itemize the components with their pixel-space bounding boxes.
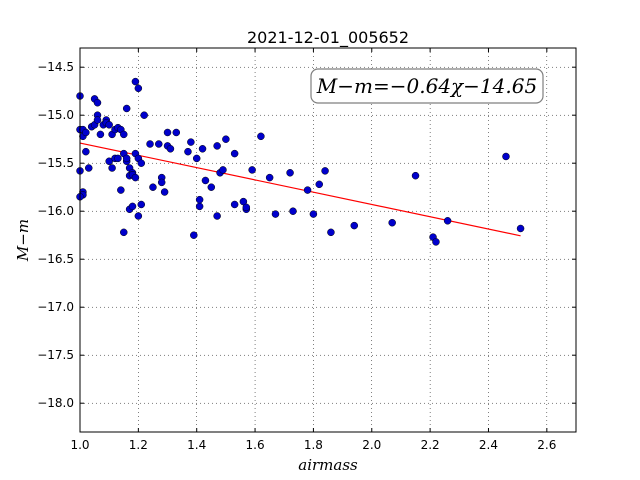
y-tick-label: −16.5 <box>37 252 74 266</box>
axis-ticks: 1.0 1.2 1.4 1.6 1.8 2.0 2.2 2.4 2.6 −14.5 −15.0 −15… <box>37 48 576 452</box>
data-point <box>117 186 125 194</box>
data-point <box>432 238 440 246</box>
data-point <box>114 154 122 163</box>
data-point <box>157 178 166 187</box>
data-point <box>315 180 323 189</box>
data-point <box>230 200 239 209</box>
data-point <box>198 145 207 153</box>
data-point <box>516 224 525 233</box>
data-point <box>502 152 510 161</box>
y-tick-label: −16.0 <box>37 204 74 218</box>
y-tick-label: −17.5 <box>37 348 74 362</box>
data-point <box>289 207 297 215</box>
data-point <box>137 200 146 209</box>
data-point <box>411 171 420 180</box>
fit-annotation: M−m=−0.64χ−14.65 <box>316 74 537 98</box>
data-point <box>350 221 359 230</box>
data-point <box>327 228 335 237</box>
data-point <box>443 217 452 225</box>
data-point <box>93 116 102 124</box>
x-axis-label: airmass <box>298 456 358 474</box>
data-point <box>187 138 195 146</box>
data-point <box>190 231 198 239</box>
data-point <box>192 154 201 163</box>
data-point <box>155 140 163 148</box>
x-tick-label: 1.2 <box>129 438 148 452</box>
annotation-box <box>310 68 544 104</box>
data-point <box>96 130 105 139</box>
x-tick-label: 1.6 <box>246 438 265 452</box>
data-point <box>172 128 181 137</box>
data-point <box>146 140 154 148</box>
data-point <box>230 149 239 158</box>
data-point <box>257 132 265 141</box>
data-point <box>388 218 396 227</box>
x-tick-label: 1.0 <box>70 438 89 452</box>
data-point <box>195 195 204 204</box>
data-point <box>93 98 102 107</box>
data-points <box>76 77 525 246</box>
data-point <box>131 173 140 182</box>
data-point <box>286 169 294 177</box>
data-point <box>309 210 318 218</box>
data-point <box>82 128 90 137</box>
y-tick-label: −18.0 <box>37 396 74 410</box>
plot-frame <box>79 47 577 433</box>
x-tick-label: 2.2 <box>421 438 440 452</box>
data-point <box>82 147 90 156</box>
data-point <box>213 142 221 150</box>
y-tick-label: −14.5 <box>37 60 74 74</box>
data-point <box>222 135 230 143</box>
data-point <box>184 147 192 156</box>
data-point <box>131 77 140 86</box>
data-point <box>134 84 143 93</box>
data-point <box>321 167 329 175</box>
data-point <box>265 173 274 182</box>
data-point <box>160 188 169 196</box>
x-tick-label: 2.0 <box>362 438 381 452</box>
data-point <box>128 202 137 211</box>
data-point <box>166 145 175 153</box>
data-point <box>207 183 216 191</box>
data-point <box>163 128 172 137</box>
data-point <box>195 202 204 211</box>
data-point <box>140 111 148 119</box>
y-tick-label: −15.5 <box>37 156 74 170</box>
data-point <box>137 159 146 167</box>
data-point <box>108 164 116 172</box>
data-point <box>213 212 221 220</box>
data-point <box>122 154 131 163</box>
x-tick-label: 2.4 <box>479 438 498 452</box>
data-point <box>242 203 251 212</box>
y-tick-label: −15.0 <box>37 108 74 122</box>
data-point <box>219 166 227 174</box>
grid-lines <box>80 48 576 432</box>
data-point <box>122 104 131 113</box>
y-axis-label: M−m <box>14 219 32 262</box>
data-point <box>85 164 93 172</box>
data-point <box>120 228 128 237</box>
data-point <box>271 210 280 218</box>
data-point <box>303 186 312 194</box>
y-tick-label: −17.0 <box>37 300 74 314</box>
data-point <box>105 121 113 129</box>
data-point <box>248 166 256 174</box>
data-point <box>134 212 143 220</box>
x-tick-label: 1.4 <box>187 438 206 452</box>
chart-title: 2021-12-01_005652 <box>247 28 409 48</box>
data-point <box>149 183 157 191</box>
x-tick-label: 1.8 <box>304 438 323 452</box>
x-tick-label: 2.6 <box>537 438 556 452</box>
data-point <box>201 176 210 185</box>
data-point <box>120 130 128 139</box>
